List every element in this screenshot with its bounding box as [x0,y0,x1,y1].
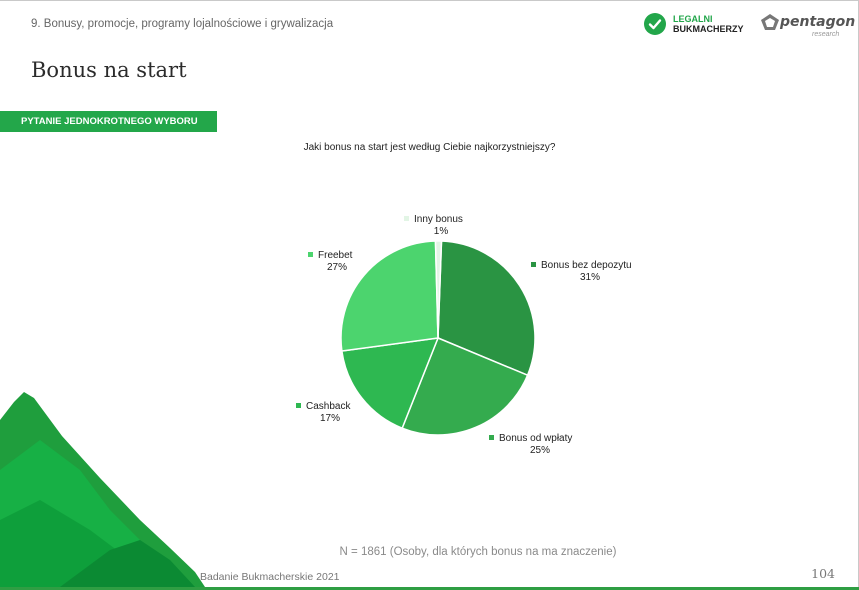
data-value-inny-bonus: 1% [434,226,449,237]
question-type-badge: PYTANIE JEDNOKROTNEGO WYBORU [0,111,217,132]
sample-size-note: N = 1861 (Osoby, dla których bonus na ma… [339,546,617,558]
question-text: Jaki bonus na start jest według Ciebie n… [303,142,556,153]
section-title: 9. Bonusy, promocje, programy lojalności… [31,18,334,30]
pie-slice-inny-bonus [434,240,443,339]
frame-top [0,0,859,1]
data-value-cashback: 17% [320,413,340,424]
legend-marker-inny-bonus [404,216,409,221]
legend-marker-cashback [296,403,301,408]
check-circle-icon [644,13,666,35]
data-label-cashback: Cashback [306,401,351,412]
data-label-bonus-bez-depozytu: Bonus bez depozytu [541,260,632,271]
frame-bottom [0,587,859,590]
data-label-bonus-od-wp-aty: Bonus od wpłaty [499,433,572,444]
footer-study-name: Badanie Bukmacherskie 2021 [200,571,340,583]
legend-marker-freebet [308,252,313,257]
legend-marker-bonus-od-wp-aty [489,435,494,440]
data-value-bonus-bez-depozytu: 31% [580,272,600,283]
data-value-freebet: 27% [327,262,347,273]
logo-pentagon-sub: research [812,31,840,38]
pie-slice-bonus-bez-depozytu [437,240,536,377]
logo-legalni-line1: LEGALNI [673,14,713,24]
pie-slice-bonus-od-wp-aty [401,337,529,436]
data-value-bonus-od-wp-aty: 25% [530,445,550,456]
page-title: Bonus na start [31,58,187,82]
pie-slice-freebet [340,240,439,352]
legend-marker-bonus-bez-depozytu [531,262,536,267]
legalni-bukmacherzy-logo: LEGALNI BUKMACHERZY [644,13,744,35]
page-number: 104 [811,566,835,581]
data-label-inny-bonus: Inny bonus [414,214,463,225]
data-label-freebet: Freebet [318,250,353,261]
logo-legalni-line2: BUKMACHERZY [673,24,744,34]
pie-slice-cashback [341,337,440,430]
logo-pentagon-name: pentagon [780,14,856,30]
pentagon-icon [761,14,779,30]
